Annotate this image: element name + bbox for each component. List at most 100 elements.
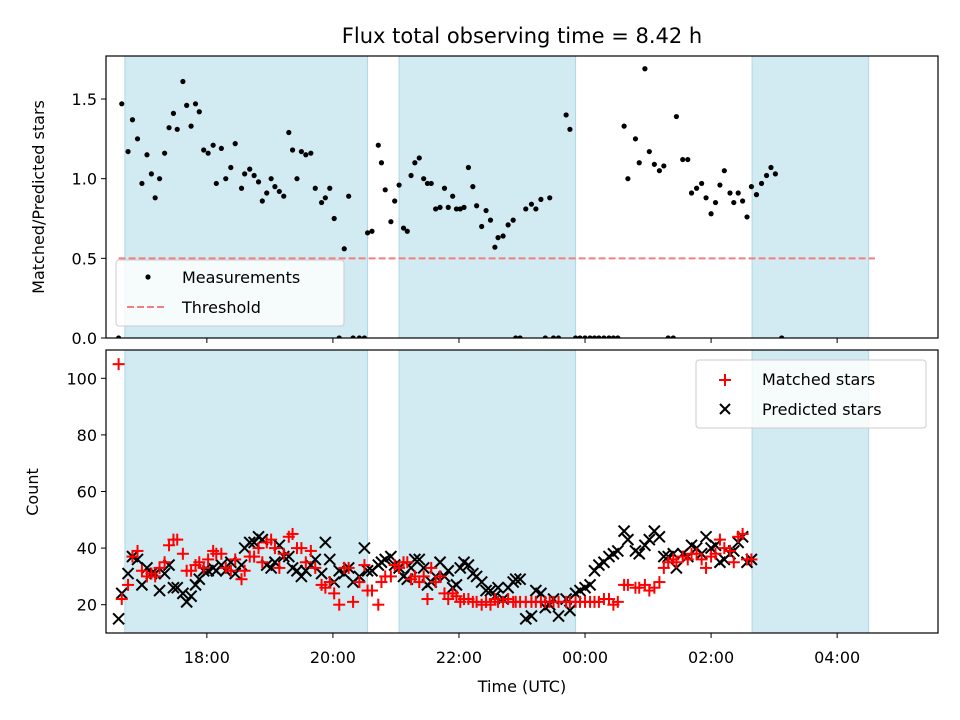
measurement-point [465, 164, 472, 171]
matched-star-marker [676, 550, 689, 563]
predicted-cross-stroke [454, 561, 467, 575]
measurement-point [445, 204, 451, 210]
measurement-point [201, 147, 207, 153]
measurement-point [188, 123, 194, 129]
matched-star-marker [277, 547, 290, 560]
measurement-point [615, 335, 621, 338]
matched-star-marker [611, 595, 624, 608]
matched-star-marker [347, 595, 360, 608]
measurement-point [763, 172, 770, 179]
measurement-point [437, 204, 443, 210]
predicted-cross-stroke [534, 587, 548, 600]
measurement-point [699, 180, 705, 187]
measurement-point [388, 219, 394, 225]
predicted-star-marker [462, 558, 475, 572]
measurement-point [192, 101, 199, 107]
predicted-star-marker [417, 561, 430, 575]
predicted-cross-stroke [319, 536, 332, 549]
x-tick-label: 02:00 [688, 648, 734, 667]
matched-star-marker [286, 527, 299, 540]
measurement-point [656, 168, 663, 174]
legend-predicted-marker [719, 403, 731, 415]
predicted-star-marker [112, 612, 125, 626]
predicted-cross-stroke [282, 550, 295, 563]
measurement-point [758, 180, 765, 187]
matched-star-marker [333, 598, 346, 611]
predicted-cross-stroke [513, 573, 527, 586]
y-tick-label: 0.0 [72, 329, 97, 348]
measurement-point [247, 166, 253, 172]
predicted-star-marker [264, 561, 278, 575]
measurement-point [361, 335, 368, 338]
measurement-point [479, 223, 485, 230]
predicted-cross-stroke [413, 553, 426, 566]
top-ylabel: Matched/Predicted stars [29, 100, 48, 294]
measurement-point [642, 66, 648, 72]
measurement-point [308, 150, 314, 156]
predicted-star-marker [552, 609, 565, 623]
legend-measurements-label: Measurements [182, 268, 300, 287]
measurement-point [251, 172, 257, 179]
measurement-point [218, 145, 224, 152]
predicted-star-marker [358, 541, 371, 555]
predicted-star-marker [315, 567, 328, 580]
matched-star-marker [238, 564, 251, 577]
predicted-cross-stroke [491, 581, 505, 594]
measurement-point [346, 193, 352, 199]
predicted-cross-stroke [268, 556, 282, 569]
predicted-cross-stroke [184, 590, 198, 603]
measurement-point [322, 195, 328, 201]
matched-star-marker [112, 358, 125, 371]
predicted-cross-stroke [525, 609, 538, 623]
measurement-point [731, 199, 737, 206]
measurement-point [441, 185, 448, 191]
predicted-cross-stroke [112, 612, 125, 626]
measurement-point [577, 335, 583, 338]
predicted-cross-stroke [384, 550, 398, 563]
measurement-point [166, 125, 172, 131]
measurement-point [382, 187, 388, 193]
legend-predicted-label: Predicted stars [762, 400, 882, 419]
measurement-point [378, 160, 385, 166]
measurement-point [433, 206, 439, 212]
matched-star-marker [621, 578, 634, 591]
legend-threshold-label: Threshold [181, 298, 261, 317]
measurement-point [596, 335, 602, 338]
measurement-point [125, 148, 131, 155]
measurement-point [276, 188, 282, 195]
measurement-point [661, 163, 667, 169]
measurement-point [294, 176, 300, 182]
measurement-point [538, 196, 544, 202]
measurement-point [336, 335, 342, 338]
top-panel: 0.0 0.5 1.0 1.5 Matched/Predicted stars Mea… [29, 55, 939, 348]
predicted-cross-stroke [433, 556, 447, 569]
measurement-point [550, 335, 557, 338]
predicted-star-marker [153, 584, 166, 597]
measurement-point [523, 206, 529, 212]
measurement-point [772, 171, 778, 177]
measurement-point [364, 230, 371, 236]
matched-star-marker [215, 547, 228, 560]
measurement-point [450, 193, 456, 199]
measurement-point [636, 160, 642, 166]
matched-star-marker [421, 593, 434, 606]
matched-star-marker [425, 561, 438, 574]
measurement-point [721, 168, 727, 174]
measurement-point [740, 198, 746, 204]
measurement-point [646, 148, 652, 155]
measurement-point [670, 335, 676, 338]
matched-star-marker [365, 584, 378, 597]
predicted-cross-stroke [563, 604, 577, 617]
matched-star-marker [252, 542, 265, 555]
predicted-cross-stroke [699, 530, 713, 543]
matched-star-marker [158, 556, 171, 569]
matched-star-marker [736, 527, 749, 540]
predicted-cross-stroke [323, 553, 336, 566]
measurement-point [327, 185, 333, 191]
matched-star-marker [256, 556, 269, 569]
predicted-star-marker [525, 609, 538, 623]
measurement-point [591, 335, 598, 338]
predicted-cross-stroke [260, 558, 273, 572]
measurement-point [651, 161, 657, 167]
